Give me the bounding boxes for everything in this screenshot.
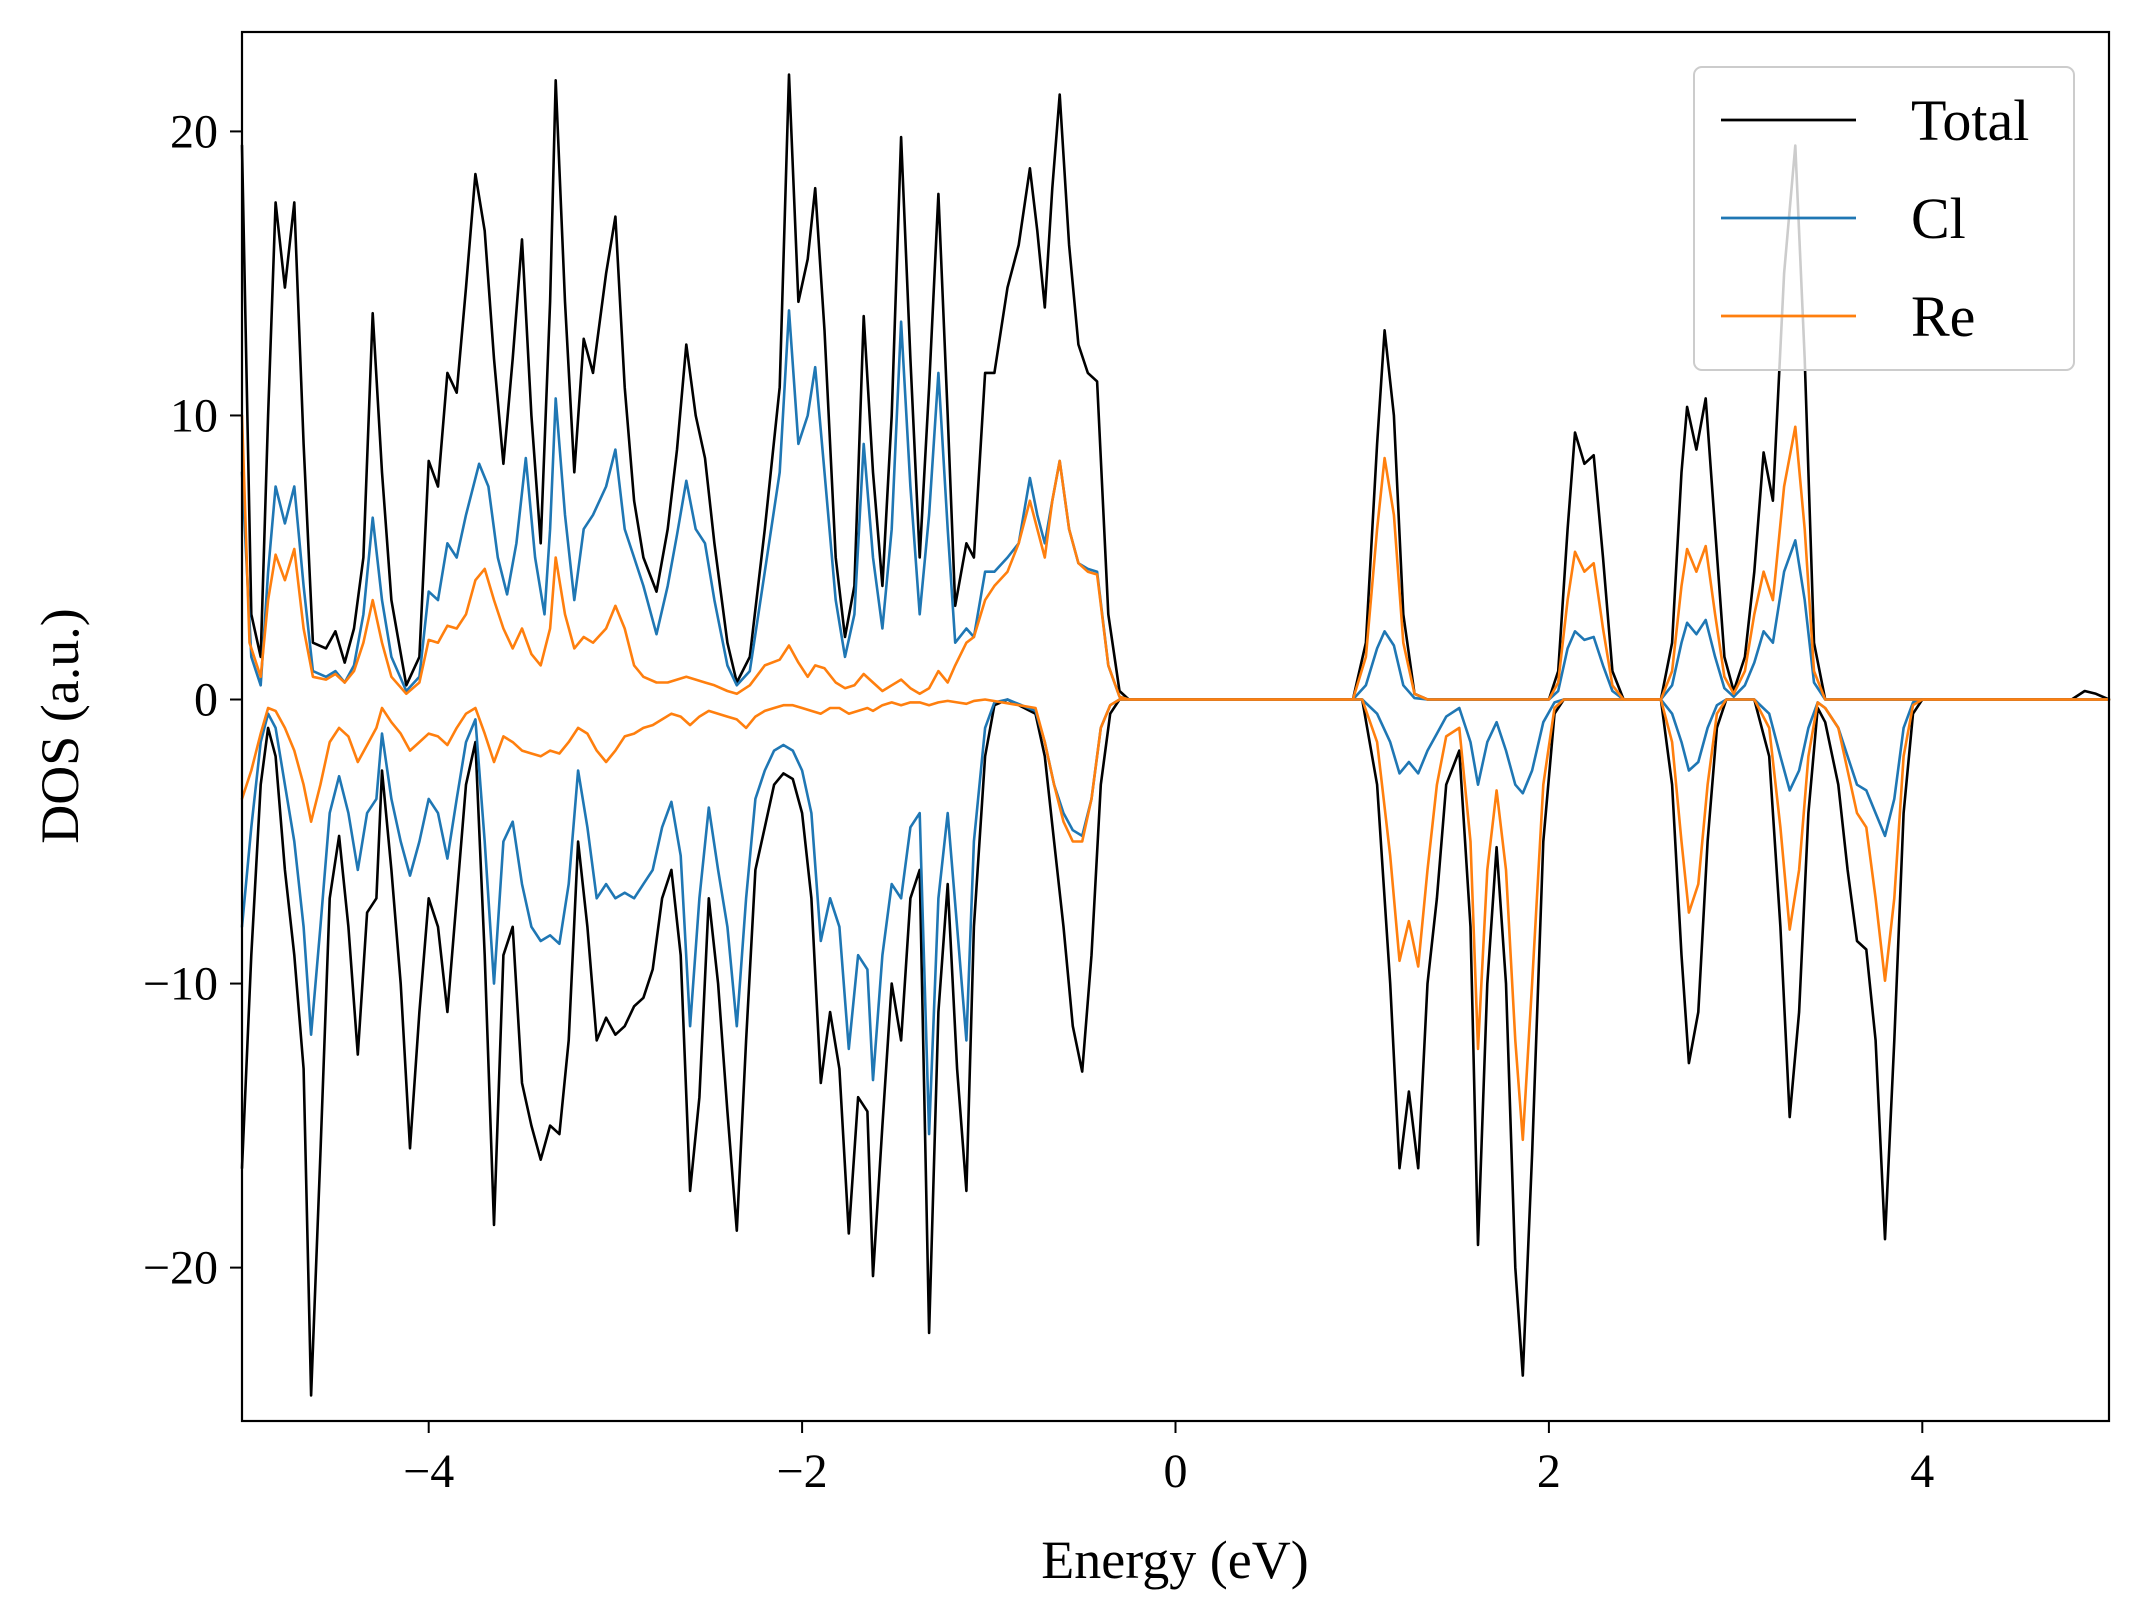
legend-label-re: Re: [1911, 284, 1975, 349]
y-tick-label: 20: [170, 105, 218, 158]
y-tick-label: −10: [143, 958, 218, 1011]
series-cl-spin-down-line: [240, 698, 2111, 1136]
x-tick-label: −2: [777, 1445, 828, 1498]
x-tick-label: 0: [1164, 1445, 1188, 1498]
x-tick-label: −4: [403, 1445, 454, 1498]
series-cl-spin-up-line: [240, 309, 2111, 701]
series-re-spin-down-line: [240, 698, 2111, 1142]
legend-label-total: Total: [1911, 88, 2029, 153]
series-re-spin-up-line: [240, 414, 2111, 701]
legend-frame: [1693, 66, 2075, 371]
x-tick-label: 4: [1910, 1445, 1934, 1498]
x-axis: −4 −2 0 2 4: [403, 1421, 1934, 1498]
legend-label-cl: Cl: [1911, 186, 1966, 251]
series-layer: [240, 73, 2111, 1397]
x-axis-title: Energy (eV): [1041, 1530, 1308, 1590]
y-tick-label: 10: [170, 389, 218, 442]
series-total-spin-down-line: [240, 698, 2111, 1397]
y-tick-label: 0: [194, 674, 218, 727]
y-axis: −20 −10 0 10 20: [143, 105, 242, 1295]
legend: Total Cl Re: [1693, 66, 2075, 371]
y-axis-title: DOS (a.u.): [30, 608, 90, 843]
y-tick-label: −20: [143, 1242, 218, 1295]
x-tick-label: 2: [1537, 1445, 1561, 1498]
